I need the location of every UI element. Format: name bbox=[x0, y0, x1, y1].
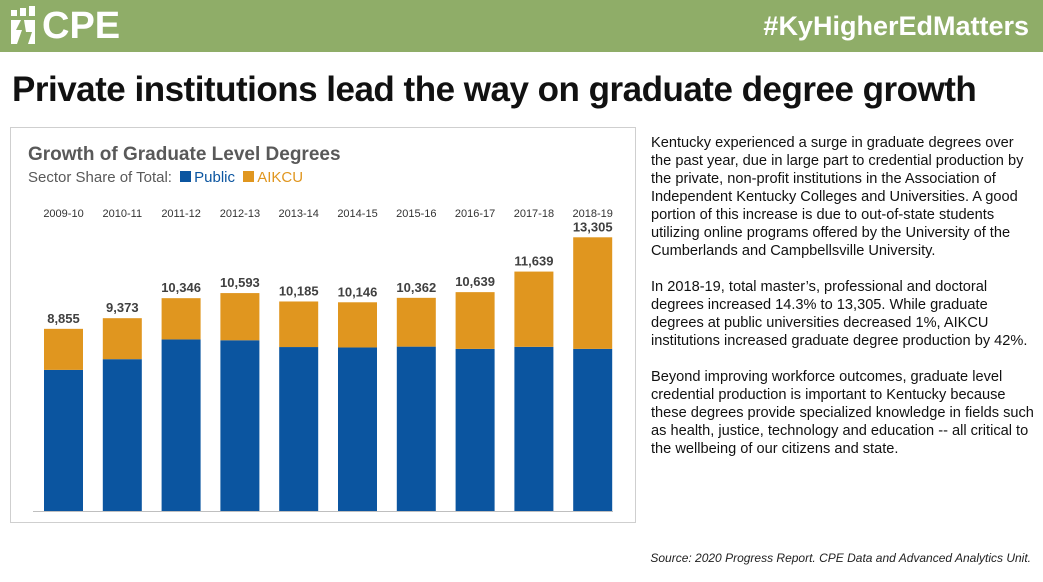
bar-public bbox=[396, 346, 436, 511]
paragraph: In 2018-19, total master’s, professional… bbox=[651, 279, 1028, 349]
data-label: 8,855 bbox=[47, 311, 80, 326]
x-tick-label: 2018-19 bbox=[573, 208, 613, 220]
bar-public bbox=[161, 339, 201, 511]
body-text: Kentucky experienced a surge in graduate… bbox=[651, 134, 1035, 476]
x-tick-label: 2011-12 bbox=[161, 208, 201, 220]
bar-public bbox=[44, 369, 83, 511]
bar-aikcu bbox=[573, 237, 613, 349]
bar-public bbox=[338, 347, 377, 511]
bar-aikcu bbox=[44, 328, 83, 370]
bar-aikcu bbox=[220, 293, 260, 341]
bar-aikcu bbox=[396, 297, 436, 347]
bar-public bbox=[455, 348, 495, 511]
legend-public-swatch bbox=[180, 171, 192, 182]
bar-public bbox=[102, 359, 142, 511]
logo-text: CPE bbox=[42, 5, 121, 47]
bar-public bbox=[220, 340, 260, 511]
bar-aikcu bbox=[455, 292, 495, 349]
x-tick-label: 2012-13 bbox=[220, 208, 260, 220]
cpe-logo[interactable]: CPE bbox=[8, 6, 120, 46]
data-label: 10,593 bbox=[220, 275, 260, 290]
data-label: 10,346 bbox=[161, 280, 201, 295]
legend-aikcu-label: AIKCU bbox=[257, 169, 304, 186]
paragraph: Kentucky experienced a surge in graduate… bbox=[651, 135, 1024, 259]
bar-public bbox=[279, 347, 319, 511]
chart-title: Growth of Graduate Level Degrees bbox=[28, 144, 341, 165]
bar-aikcu bbox=[279, 301, 319, 348]
legend-public-label: Public bbox=[194, 169, 236, 186]
chart-legend: Sector Share of Total: Public AIKCU bbox=[28, 168, 303, 188]
bar-aikcu bbox=[514, 271, 554, 347]
header-bar: CPE #KyHigherEdMatters bbox=[0, 0, 1043, 52]
data-label: 10,146 bbox=[338, 284, 378, 299]
data-label: 10,185 bbox=[279, 283, 319, 298]
bar-aikcu bbox=[338, 302, 377, 348]
data-label: 10,639 bbox=[455, 274, 495, 289]
bar-aikcu bbox=[102, 318, 142, 360]
bar-public bbox=[573, 348, 613, 511]
data-label: 11,639 bbox=[514, 254, 553, 269]
bar-aikcu bbox=[161, 298, 201, 340]
bar-chart: 2009-10 8,855 2010-11 9,373 2011-12 10,346 201… bbox=[33, 208, 613, 512]
legend-prefix: Sector Share of Total: bbox=[28, 169, 172, 186]
cpe-logo-icon bbox=[11, 6, 35, 44]
x-tick-label: 2010-11 bbox=[103, 208, 143, 220]
bar-public bbox=[514, 346, 554, 511]
x-tick-label: 2015-16 bbox=[396, 208, 436, 220]
x-tick-label: 2009-10 bbox=[43, 208, 83, 220]
chart-panel: Growth of Graduate Level Degrees Sector … bbox=[10, 127, 636, 523]
data-label: 10,362 bbox=[396, 280, 436, 295]
x-tick-label: 2014-15 bbox=[337, 208, 377, 220]
paragraph: Beyond improving workforce outcomes, gra… bbox=[651, 369, 1034, 457]
data-label: 13,305 bbox=[573, 219, 613, 234]
page-title: Private institutions lead the way on gra… bbox=[12, 70, 977, 109]
hashtag: #KyHigherEdMatters bbox=[763, 11, 1029, 41]
x-tick-label: 2017-18 bbox=[514, 208, 554, 220]
source-note: Source: 2020 Progress Report. CPE Data a… bbox=[650, 551, 1031, 565]
x-tick-label: 2016-17 bbox=[455, 208, 495, 220]
x-tick-label: 2013-14 bbox=[279, 208, 319, 220]
legend-aikcu-swatch bbox=[243, 171, 255, 182]
data-label: 9,373 bbox=[106, 300, 139, 315]
